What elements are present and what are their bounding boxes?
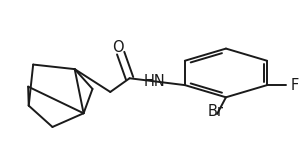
- Text: F: F: [291, 78, 299, 93]
- Text: HN: HN: [143, 74, 165, 89]
- Text: O: O: [112, 40, 124, 55]
- Text: Br: Br: [207, 104, 223, 119]
